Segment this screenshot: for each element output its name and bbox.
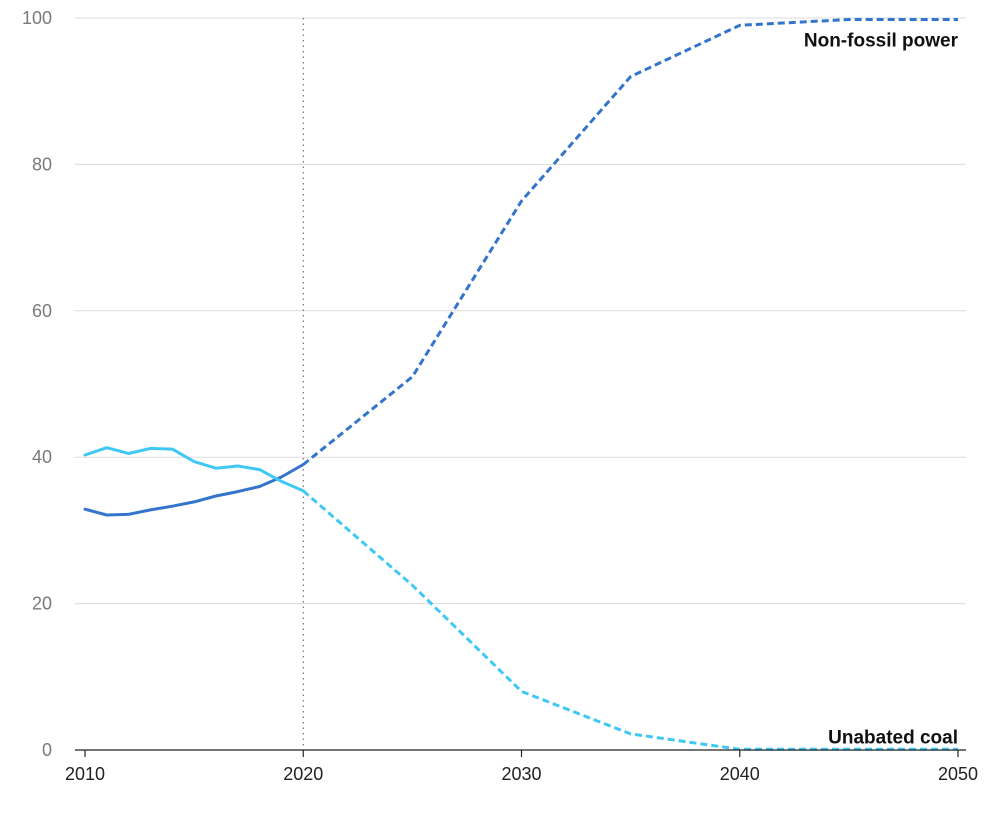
x-tick-label-2050: 2050 [938,764,978,784]
y-tick-label-20: 20 [32,594,52,614]
y-tick-label-40: 40 [32,447,52,467]
series-labels: Non-fossil power Unabated coal [804,30,959,748]
series-label-unabated-coal: Unabated coal [828,727,958,748]
gridlines [75,17,966,605]
series-lines [83,18,958,751]
x-tick-label-2020: 2020 [283,764,323,784]
y-tick-label-100: 100 [22,8,52,28]
y-tick-label-80: 80 [32,154,52,174]
y-tick-label-0: 0 [42,740,52,760]
x-tick-label-2030: 2030 [501,764,541,784]
series-line-unabated-coal-historical [83,446,305,493]
series-line-unabated-coal-projected [302,489,958,751]
series-line-non-fossil-power-projected [302,18,958,466]
y-tick-label-60: 60 [32,301,52,321]
x-tick-label-2040: 2040 [720,764,760,784]
x-tick-label-2010: 2010 [65,764,105,784]
series-line-non-fossil-power-historical [83,463,305,517]
series-label-non-fossil-power: Non-fossil power [804,30,959,51]
